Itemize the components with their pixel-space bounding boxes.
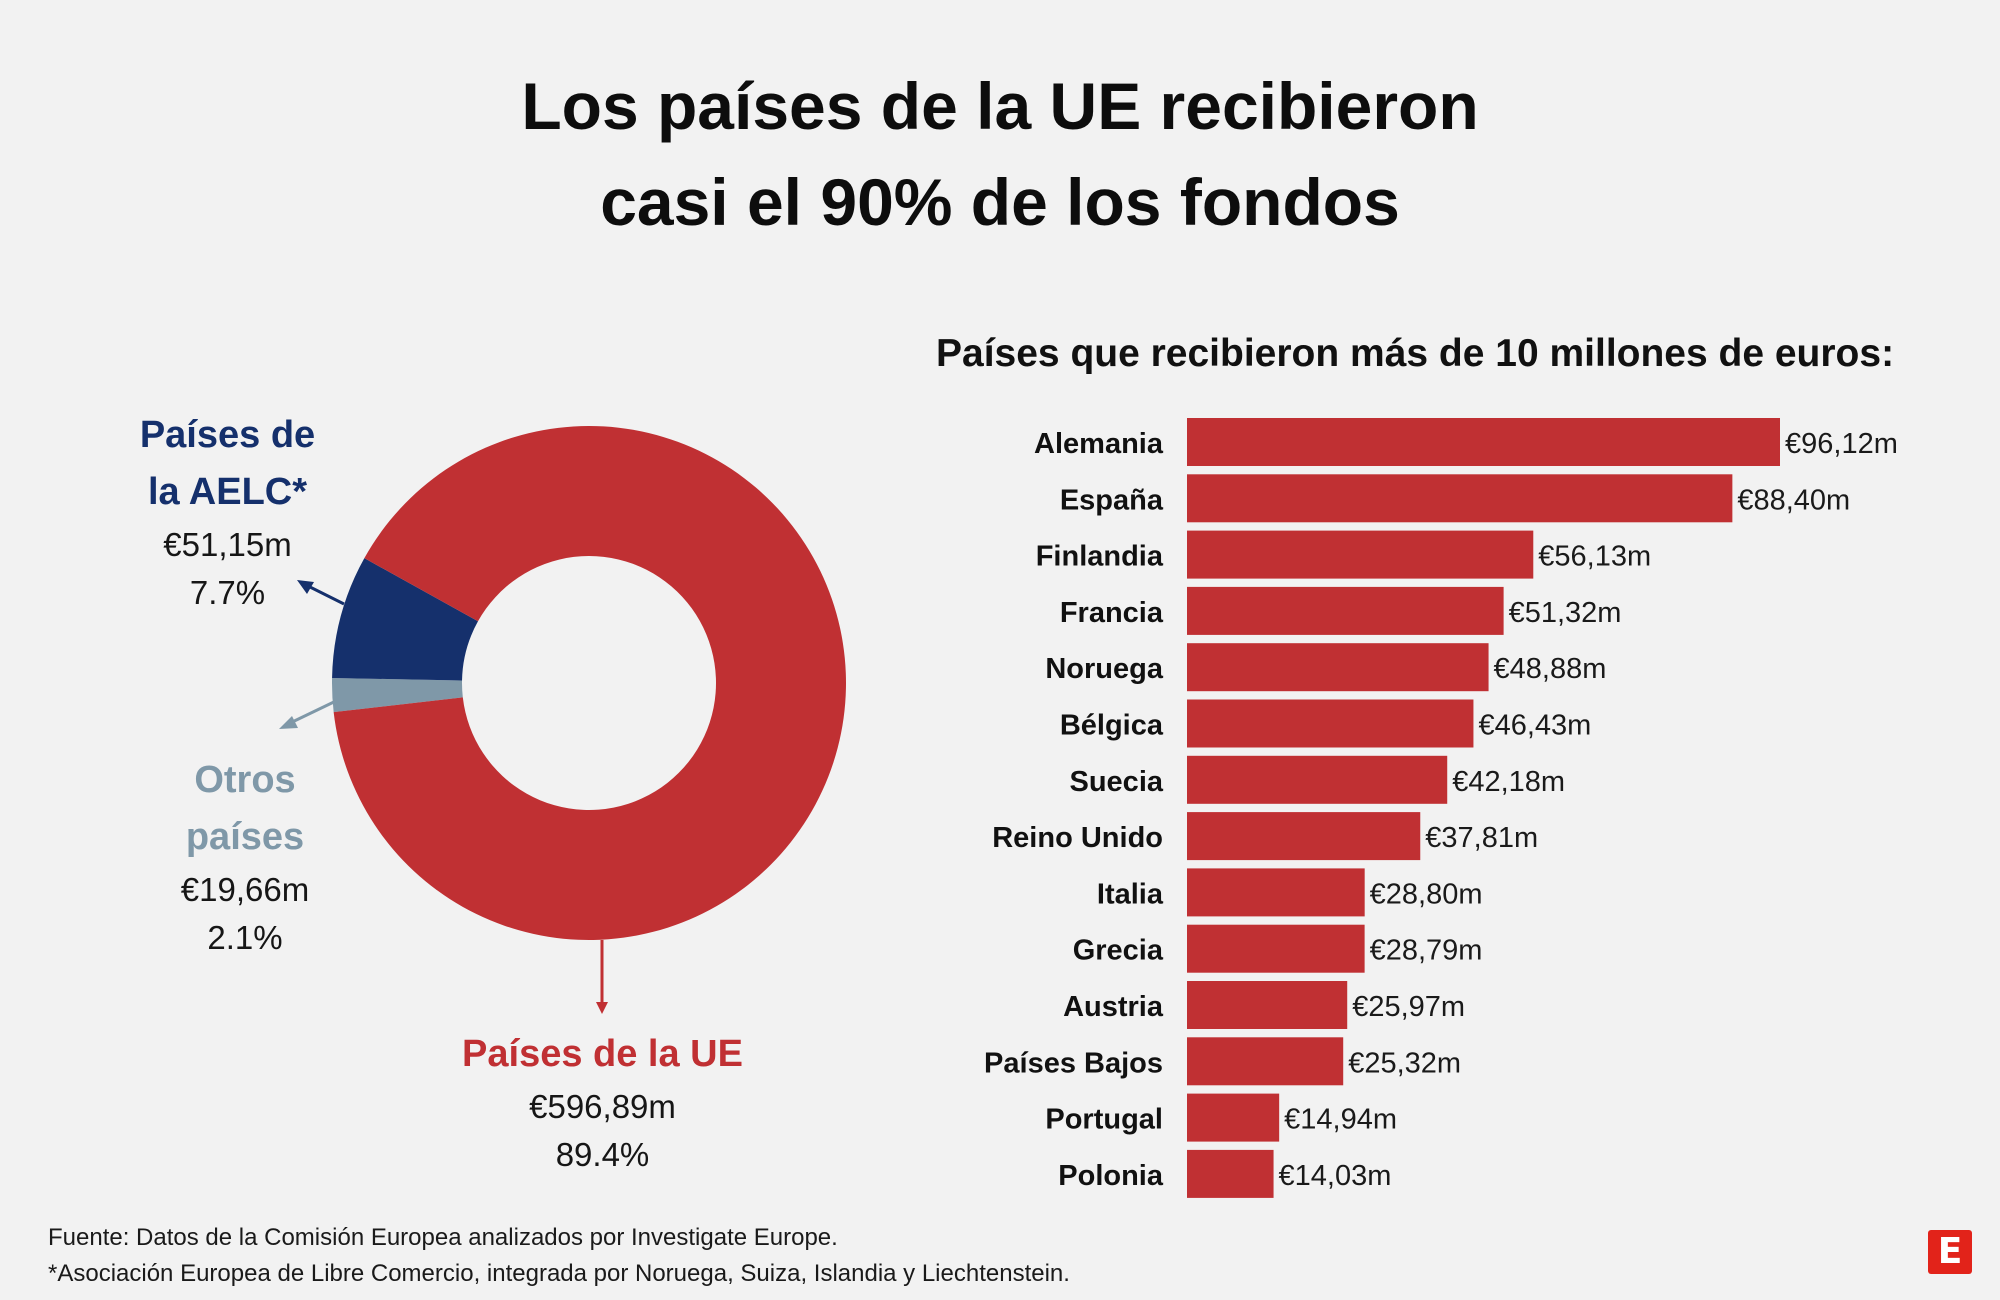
bar-category-label-9: Grecia [1073,935,1164,967]
bar-2 [1187,530,1534,579]
brand-logo: E [1928,1230,1972,1274]
footer-note: *Asociación Europea de Libre Comercio, i… [48,1260,1070,1287]
bar-5 [1187,699,1474,748]
bar-value-label-3: €51,32m [1509,597,1622,629]
bar-category-label-1: España [1060,484,1164,516]
bar-category-label-4: Noruega [1045,653,1164,685]
bar-category-label-0: Alemania [1034,428,1164,460]
label-aelc-amount: €51,15m [163,526,292,563]
bar-11 [1187,1037,1344,1086]
bar-6 [1187,755,1448,804]
page-title: Los países de la UE recibieron casi el 9… [0,58,2000,250]
bar-9 [1187,924,1365,973]
bar-value-label-9: €28,79m [1370,935,1483,967]
label-ue-amount: €596,89m [529,1088,676,1125]
label-aelc: Países de la AELC* €51,15m 7.7% [110,407,345,617]
bar-category-label-12: Portugal [1045,1104,1163,1136]
bar-category-label-8: Italia [1097,878,1164,910]
bar-13 [1187,1149,1274,1198]
donut-slice-otros [332,677,463,713]
bar-value-label-1: €88,40m [1737,484,1850,516]
bar-value-label-12: €14,94m [1284,1104,1397,1136]
brand-logo-letter: E [1937,1231,1963,1272]
bar-value-label-10: €25,97m [1352,991,1465,1023]
bar-value-label-8: €28,80m [1370,878,1483,910]
label-aelc-name-2: la AELC* [147,471,308,513]
bar-0 [1187,418,1780,466]
footer: Fuente: Datos de la Comisión Europea ana… [48,1220,1070,1292]
bar-category-label-5: Bélgica [1060,710,1164,742]
label-otros: Otros países €19,66m 2.1% [140,752,350,962]
title-line-1: Los países de la UE recibieron [521,69,1479,143]
label-aelc-percent: 7.7% [189,574,266,611]
label-aelc-name-1: Países de [139,414,316,456]
bar-chart-title: Países que recibieron más de 10 millones… [936,332,1895,375]
bar-category-label-3: Francia [1060,597,1164,629]
bar-value-label-6: €42,18m [1452,766,1565,798]
bar-value-label-7: €37,81m [1425,822,1538,854]
title-line-2: casi el 90% de los fondos [600,165,1400,239]
bar-value-label-0: €96,12m [1785,428,1898,460]
label-ue-name: Países de la UE [462,1033,743,1075]
label-ue-percent: 89.4% [555,1136,650,1173]
label-ue: Países de la UE €596,89m 89.4% [420,1026,785,1179]
arrow-aelc-head [297,580,314,594]
donut-slice-ue [333,426,846,941]
bar-3 [1187,586,1504,635]
label-otros-name-2: países [185,816,305,858]
bar-value-label-13: €14,03m [1279,1160,1392,1192]
bar-4 [1187,643,1489,692]
bar-category-label-10: Austria [1063,991,1164,1023]
bar-category-label-6: Suecia [1070,766,1164,798]
label-arrows [279,580,608,1014]
footer-source: Fuente: Datos de la Comisión Europea ana… [48,1224,838,1251]
bar-value-label-5: €46,43m [1478,710,1591,742]
bar-value-label-11: €25,32m [1348,1047,1461,1079]
bar-value-label-4: €48,88m [1494,653,1607,685]
bar-category-label-11: Países Bajos [984,1047,1163,1079]
bar-10 [1187,981,1348,1029]
bar-value-label-2: €56,13m [1538,541,1651,573]
label-otros-percent: 2.1% [207,919,283,956]
bar-7 [1187,812,1421,861]
bar-1 [1187,474,1733,523]
bar-category-label-7: Reino Unido [992,822,1163,854]
bar-8 [1187,868,1365,917]
arrow-ue-head [596,1002,608,1014]
bar-category-label-13: Polonia [1058,1160,1164,1192]
arrow-otros [285,698,339,727]
label-otros-name-1: Otros [194,759,296,801]
bar-12 [1187,1093,1280,1142]
arrow-otros-head [279,716,298,729]
donut-slice-aelc [332,558,478,681]
bar-category-label-2: Finlandia [1036,541,1164,573]
label-otros-amount: €19,66m [180,871,310,908]
